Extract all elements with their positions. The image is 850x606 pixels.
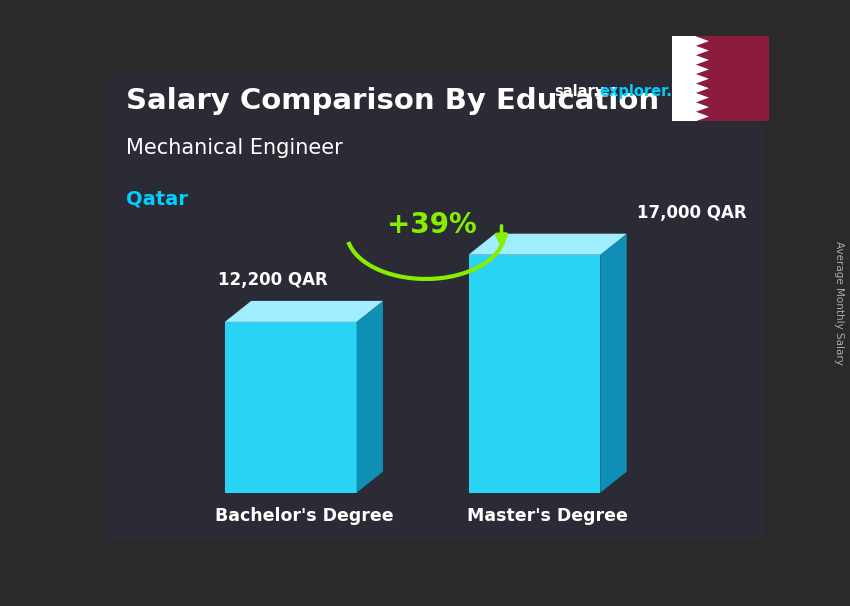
Text: Mechanical Engineer: Mechanical Engineer (126, 138, 343, 158)
Text: salary: salary (554, 84, 604, 99)
Text: Master's Degree: Master's Degree (468, 507, 628, 525)
Polygon shape (224, 301, 382, 322)
Text: Salary Comparison By Education: Salary Comparison By Education (126, 87, 659, 115)
Text: Qatar: Qatar (126, 189, 188, 208)
Polygon shape (672, 36, 709, 121)
Polygon shape (600, 234, 626, 493)
Text: Bachelor's Degree: Bachelor's Degree (214, 507, 394, 525)
Text: 12,200 QAR: 12,200 QAR (218, 271, 328, 289)
Polygon shape (696, 36, 769, 121)
Polygon shape (672, 36, 696, 121)
Polygon shape (468, 255, 600, 493)
Polygon shape (357, 301, 382, 493)
Text: Average Monthly Salary: Average Monthly Salary (834, 241, 844, 365)
Text: +39%: +39% (388, 211, 477, 239)
Text: 17,000 QAR: 17,000 QAR (637, 204, 746, 222)
Polygon shape (224, 322, 357, 493)
Text: explorer.com: explorer.com (599, 84, 706, 99)
Polygon shape (468, 234, 626, 255)
